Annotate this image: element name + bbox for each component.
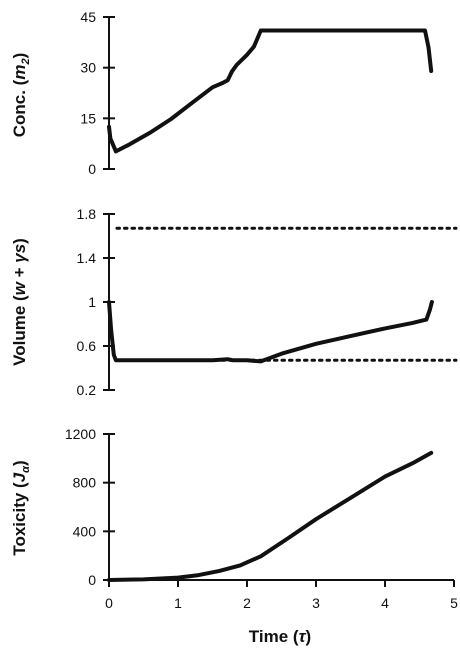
toxicity-y-tick-label: 800 xyxy=(73,475,97,491)
conc-panel: Conc. (m2) 0 15 30 45 xyxy=(10,9,434,177)
toxicity-y-tick-label: 400 xyxy=(73,523,97,539)
toxicity-y-tick-label: 0 xyxy=(88,572,96,588)
time-x-axis-title: Time (τ) xyxy=(249,627,311,646)
conc-y-tick-label: 45 xyxy=(80,9,96,25)
volume-series-line xyxy=(107,300,434,364)
toxicity-x-tick-label: 1 xyxy=(174,595,182,611)
conc-y-tick-label: 30 xyxy=(80,60,96,76)
volume-y-tick-label: 1.4 xyxy=(77,250,97,266)
volume-y-tick-label: 1.8 xyxy=(77,206,97,222)
toxicity-x-tick-label: 2 xyxy=(243,595,251,611)
conc-y-axis-title: Conc. (m2) xyxy=(10,53,32,138)
toxicity-x-tick-label: 5 xyxy=(450,595,458,611)
conc-y-tick-label: 0 xyxy=(88,161,96,177)
conc-series-line xyxy=(107,28,434,154)
toxicity-x-tick-label: 3 xyxy=(312,595,320,611)
toxicity-y-tick-label: 1200 xyxy=(65,426,96,442)
volume-y-axis-title: Volume (w + γs) xyxy=(10,238,29,366)
toxicity-x-tick-label: 0 xyxy=(105,595,113,611)
volume-panel: Volume (w + γs) 0.2 0.6 1 1.4 1.8 xyxy=(10,206,458,398)
toxicity-series-line xyxy=(107,450,434,582)
toxicity-y-axis-title: Toxicity (Jα) xyxy=(10,460,32,555)
volume-y-tick-label: 0.2 xyxy=(77,382,97,398)
toxicity-x-tick-label: 4 xyxy=(381,595,389,611)
volume-y-tick-label: 0.6 xyxy=(77,338,97,354)
conc-y-tick-label: 15 xyxy=(80,110,96,126)
toxicity-panel: Toxicity (Jα) Time (τ) 0 400 800 1200 0 1 2 3 4 5 xyxy=(10,426,458,646)
volume-y-tick-label: 1 xyxy=(88,294,96,310)
